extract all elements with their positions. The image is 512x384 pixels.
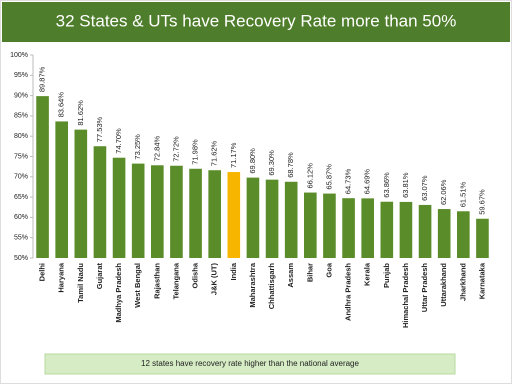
chart-title: 32 States & UTs have Recovery Rate more …: [56, 11, 457, 30]
x-tick-label: Kerala: [363, 262, 372, 286]
x-tick-label: Andhra Pradesh: [344, 263, 353, 321]
value-label: 81.62%: [76, 100, 85, 126]
note: 12 states have recovery rate higher than…: [141, 359, 359, 368]
bar: [112, 157, 126, 258]
value-label: 89.87%: [38, 66, 47, 92]
value-label: 71.62%: [210, 140, 219, 166]
x-tick-label: Assam: [286, 263, 295, 288]
x-tick-label: Gujarat: [95, 263, 104, 290]
value-label: 69.30%: [267, 150, 276, 176]
value-label: 72.72%: [171, 136, 180, 162]
value-label: 61.51%: [458, 182, 467, 208]
bar: [361, 198, 374, 258]
bar: [284, 181, 298, 258]
y-tick-label: 100%: [10, 52, 28, 59]
bar: [208, 170, 221, 258]
x-tick-label: Bihar: [305, 263, 314, 282]
value-label: 71.17%: [229, 142, 238, 168]
value-label: 64.73%: [344, 168, 353, 194]
y-tick-label: 50%: [14, 255, 28, 262]
y-tick-label: 70%: [14, 174, 28, 181]
value-label: 62.06%: [439, 179, 448, 205]
x-tick-label: Maharashtra: [248, 262, 257, 307]
value-label: 77.53%: [95, 116, 104, 142]
y-tick-label: 95%: [14, 72, 28, 79]
value-label: 68.78%: [286, 152, 295, 178]
value-label: 63.81%: [401, 172, 410, 198]
x-tick-label: Haryana: [57, 262, 66, 292]
bar: [55, 121, 68, 258]
y-tick-label: 60%: [14, 214, 28, 221]
bar: [476, 218, 489, 258]
x-tick-label: J&K (UT): [210, 263, 219, 296]
bar: [323, 193, 336, 258]
bar: [380, 201, 394, 258]
x-tick-label: West Bengal: [133, 263, 142, 308]
y-tick-label: 85%: [14, 113, 28, 120]
bar: [399, 201, 413, 258]
x-tick-label: Goa: [324, 262, 333, 277]
value-label: 65.87%: [324, 164, 333, 190]
y-tick-label: 90%: [14, 92, 28, 99]
bar: [437, 209, 451, 258]
y-tick-label: 65%: [14, 194, 28, 201]
x-tick-label: Uttarakhand: [439, 263, 448, 307]
value-label: 69.80%: [248, 148, 257, 174]
x-tick-label: Rajasthan: [152, 263, 161, 299]
value-label: 74.70%: [114, 128, 123, 154]
x-tick-label: Jharkhand: [458, 263, 467, 301]
x-tick-label: Himachal Pradesh: [401, 263, 410, 328]
bar: [36, 96, 49, 258]
y-tick-label: 80%: [14, 133, 28, 140]
x-tick-label: Delhi: [38, 263, 47, 281]
x-tick-label: Madhya Pradesh: [114, 263, 123, 323]
value-label: 64.69%: [363, 169, 372, 195]
title-banner: [2, 2, 510, 42]
bar: [246, 177, 260, 258]
y-tick-label: 55%: [14, 235, 28, 242]
value-label: 71.98%: [191, 139, 200, 165]
bar: [265, 179, 279, 258]
bar: [131, 163, 145, 258]
x-tick-label: Punjab: [382, 263, 391, 288]
x-tick-label: Odisha: [191, 262, 200, 288]
value-label: 66.12%: [305, 163, 314, 189]
x-tick-label: Chhattisgarh: [267, 263, 276, 310]
bar: [93, 146, 107, 258]
value-label: 83.64%: [57, 92, 66, 118]
bar: [189, 168, 202, 258]
bar: [457, 211, 470, 258]
note-box: [44, 353, 456, 375]
value-label: 63.07%: [420, 175, 429, 201]
x-tick-label: Tamil Nadu: [76, 263, 85, 303]
x-tick-label: Telangana: [171, 262, 180, 299]
bar: [418, 204, 432, 258]
y-tick-label: 75%: [14, 153, 28, 160]
bar: [304, 192, 317, 258]
value-label: 59.67%: [477, 189, 486, 215]
bar: [170, 165, 183, 258]
x-tick-label: India: [229, 262, 238, 280]
x-tick-label: Uttar Pradesh: [420, 263, 429, 313]
value-label: 63.86%: [382, 172, 391, 198]
bar: [342, 198, 355, 258]
x-tick-label: Karnataka: [477, 262, 486, 299]
bar: [151, 165, 164, 258]
bar: [227, 172, 241, 258]
value-label: 73.25%: [133, 134, 142, 160]
bar: [74, 129, 88, 258]
value-label: 72.84%: [152, 136, 161, 162]
